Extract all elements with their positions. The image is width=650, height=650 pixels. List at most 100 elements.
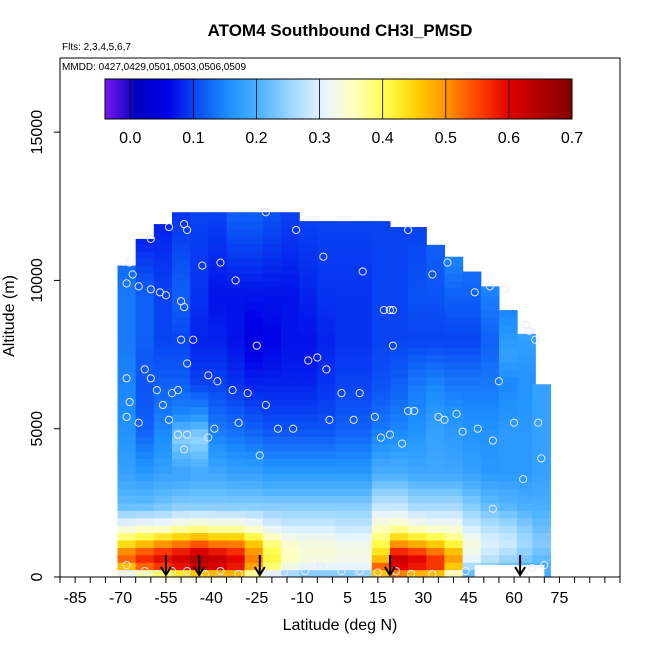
sample-point xyxy=(134,418,143,427)
heatmap-cell xyxy=(153,539,173,548)
heatmap-cell xyxy=(389,450,409,459)
heatmap-cell xyxy=(280,235,300,244)
heatmap-cell xyxy=(335,539,355,548)
heatmap-cell xyxy=(262,569,282,577)
heatmap-cell xyxy=(371,332,391,341)
sample-point xyxy=(255,451,264,460)
heatmap-cell xyxy=(280,324,300,333)
sample-point xyxy=(337,566,346,576)
sample-point xyxy=(146,234,155,244)
heatmap-cell xyxy=(299,450,318,459)
heatmap-cell xyxy=(389,488,409,497)
heatmap-cell xyxy=(317,406,337,415)
heatmap-cell xyxy=(335,436,355,445)
heatmap-cell xyxy=(462,562,482,571)
x-tick-label: 75 xyxy=(551,590,569,607)
heatmap-cell xyxy=(226,391,246,400)
heatmap-cell xyxy=(408,369,427,378)
heatmap-cell xyxy=(153,510,173,519)
heatmap-cell xyxy=(135,428,155,437)
heatmap-cell xyxy=(226,213,246,222)
heatmap-cell xyxy=(389,391,409,400)
heatmap-cell xyxy=(335,517,355,526)
heatmap-cell xyxy=(208,213,228,222)
heatmap-cell xyxy=(172,510,191,519)
sample-point xyxy=(201,569,210,577)
heatmap-cell xyxy=(135,406,155,415)
heatmap-cell xyxy=(208,258,228,267)
heatmap-cell xyxy=(408,510,427,519)
heatmap-cell xyxy=(317,488,337,497)
heatmap-cell xyxy=(280,473,300,482)
heatmap-cell xyxy=(172,547,191,556)
heatmap-cell xyxy=(262,324,282,333)
heatmap-cell xyxy=(117,295,137,304)
heatmap-cell xyxy=(226,310,246,319)
heatmap-cell xyxy=(172,569,191,577)
heatmap-cell xyxy=(280,376,300,385)
sample-point xyxy=(440,415,449,424)
sample-point xyxy=(279,568,289,577)
sample-point xyxy=(183,225,192,235)
heatmap-cell xyxy=(408,265,427,274)
heatmap-cell xyxy=(389,525,409,534)
heatmap-cell xyxy=(190,525,209,534)
heatmap-cell xyxy=(117,376,137,385)
heatmap-cell xyxy=(532,421,551,430)
sample-point xyxy=(410,406,419,416)
heatmap-cell xyxy=(317,525,337,534)
heatmap-cell xyxy=(317,539,337,548)
heatmap-cell xyxy=(480,458,500,467)
heatmap-cell xyxy=(172,554,191,563)
heatmap-cell xyxy=(262,458,282,467)
heatmap-cell xyxy=(353,525,373,534)
heatmap-cell xyxy=(317,443,337,452)
heatmap-cell xyxy=(498,384,518,393)
heatmap-cell xyxy=(244,436,264,445)
heatmap-cell xyxy=(353,310,373,319)
sample-point xyxy=(461,566,470,576)
heatmap-cell xyxy=(426,250,446,259)
heatmap-cell xyxy=(190,384,209,393)
heatmap-cell xyxy=(262,258,282,267)
heatmap-cell xyxy=(408,436,427,445)
heatmap-cell xyxy=(498,436,518,445)
heatmap-cell xyxy=(153,339,173,348)
x-tick-label: 15 xyxy=(369,590,387,607)
sample-point xyxy=(261,208,270,217)
heatmap-cell xyxy=(426,517,446,526)
heatmap-cell xyxy=(135,562,155,571)
heatmap-cell xyxy=(226,569,246,577)
heatmap-cell xyxy=(532,443,551,452)
sample-point xyxy=(210,424,219,433)
heatmap-cell xyxy=(444,361,464,370)
heatmap-cell xyxy=(190,235,209,244)
heatmap-cell xyxy=(317,465,337,474)
heatmap-cell xyxy=(117,273,137,282)
heatmap-cell xyxy=(153,547,173,556)
heatmap-cell xyxy=(190,332,209,341)
sample-point xyxy=(388,305,398,315)
heatmap-cell xyxy=(299,332,318,341)
heatmap-cell xyxy=(262,250,282,259)
heatmap-cell xyxy=(532,406,551,415)
flights-note: Flts: 2,3,4,5,6,7 xyxy=(62,42,131,53)
heatmap-cell xyxy=(408,310,427,319)
heatmap-cell xyxy=(408,502,427,511)
sample-point xyxy=(122,279,131,288)
heatmap-cell xyxy=(480,354,500,363)
heatmap-cell xyxy=(335,554,355,563)
heatmap-cell xyxy=(426,258,446,267)
heatmap-cell xyxy=(389,480,409,489)
heatmap-cell xyxy=(353,287,373,296)
heatmap-cell xyxy=(244,347,264,356)
heatmap-cell xyxy=(498,443,518,452)
heatmap-cell xyxy=(280,443,300,452)
heatmap-cell xyxy=(135,376,155,385)
heatmap-cell xyxy=(262,399,282,408)
heatmap-cell xyxy=(408,273,427,282)
heatmap-cell xyxy=(517,428,536,437)
heatmap-cell xyxy=(371,317,391,326)
colorbar xyxy=(104,78,573,120)
heatmap-cell xyxy=(117,495,137,504)
